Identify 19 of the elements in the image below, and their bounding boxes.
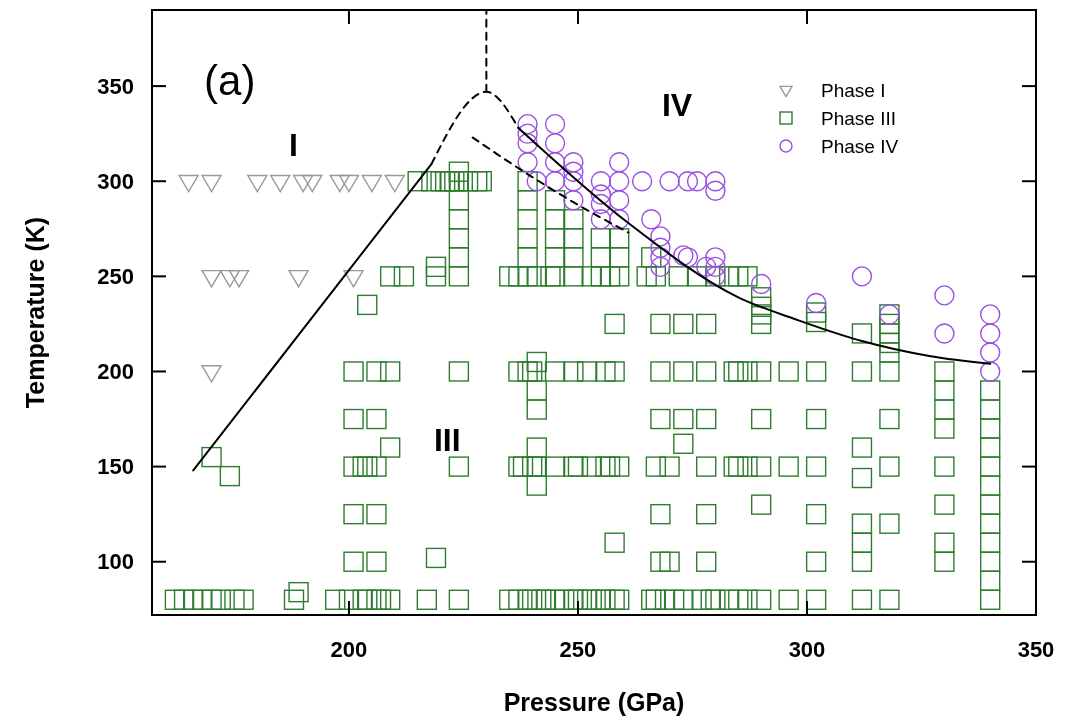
- annotation: I: [288, 127, 298, 164]
- y-tick-label: 100: [97, 549, 134, 575]
- y-tick-label: 250: [97, 264, 134, 290]
- x-tick-label: 300: [788, 637, 826, 662]
- x-tick-label: 350: [1017, 637, 1055, 662]
- y-axis-title: Temperature (K): [21, 216, 49, 409]
- x-axis-title: Pressure (GPa): [503, 688, 685, 716]
- x-tick-label: 200: [330, 637, 368, 662]
- y-tick-label: 150: [97, 454, 134, 480]
- annotation: (a): [204, 56, 256, 104]
- y-tick-label: 300: [97, 168, 134, 194]
- legend-label: Phase I: [821, 79, 886, 101]
- legend-label: Phase III: [821, 107, 896, 129]
- x-tick-label: 250: [559, 637, 597, 662]
- y-tick-label: 200: [97, 359, 134, 385]
- annotation: III: [433, 422, 461, 459]
- y-tick-label: 350: [97, 73, 134, 99]
- annotation: IV: [661, 87, 693, 124]
- legend-label: Phase IV: [821, 135, 899, 157]
